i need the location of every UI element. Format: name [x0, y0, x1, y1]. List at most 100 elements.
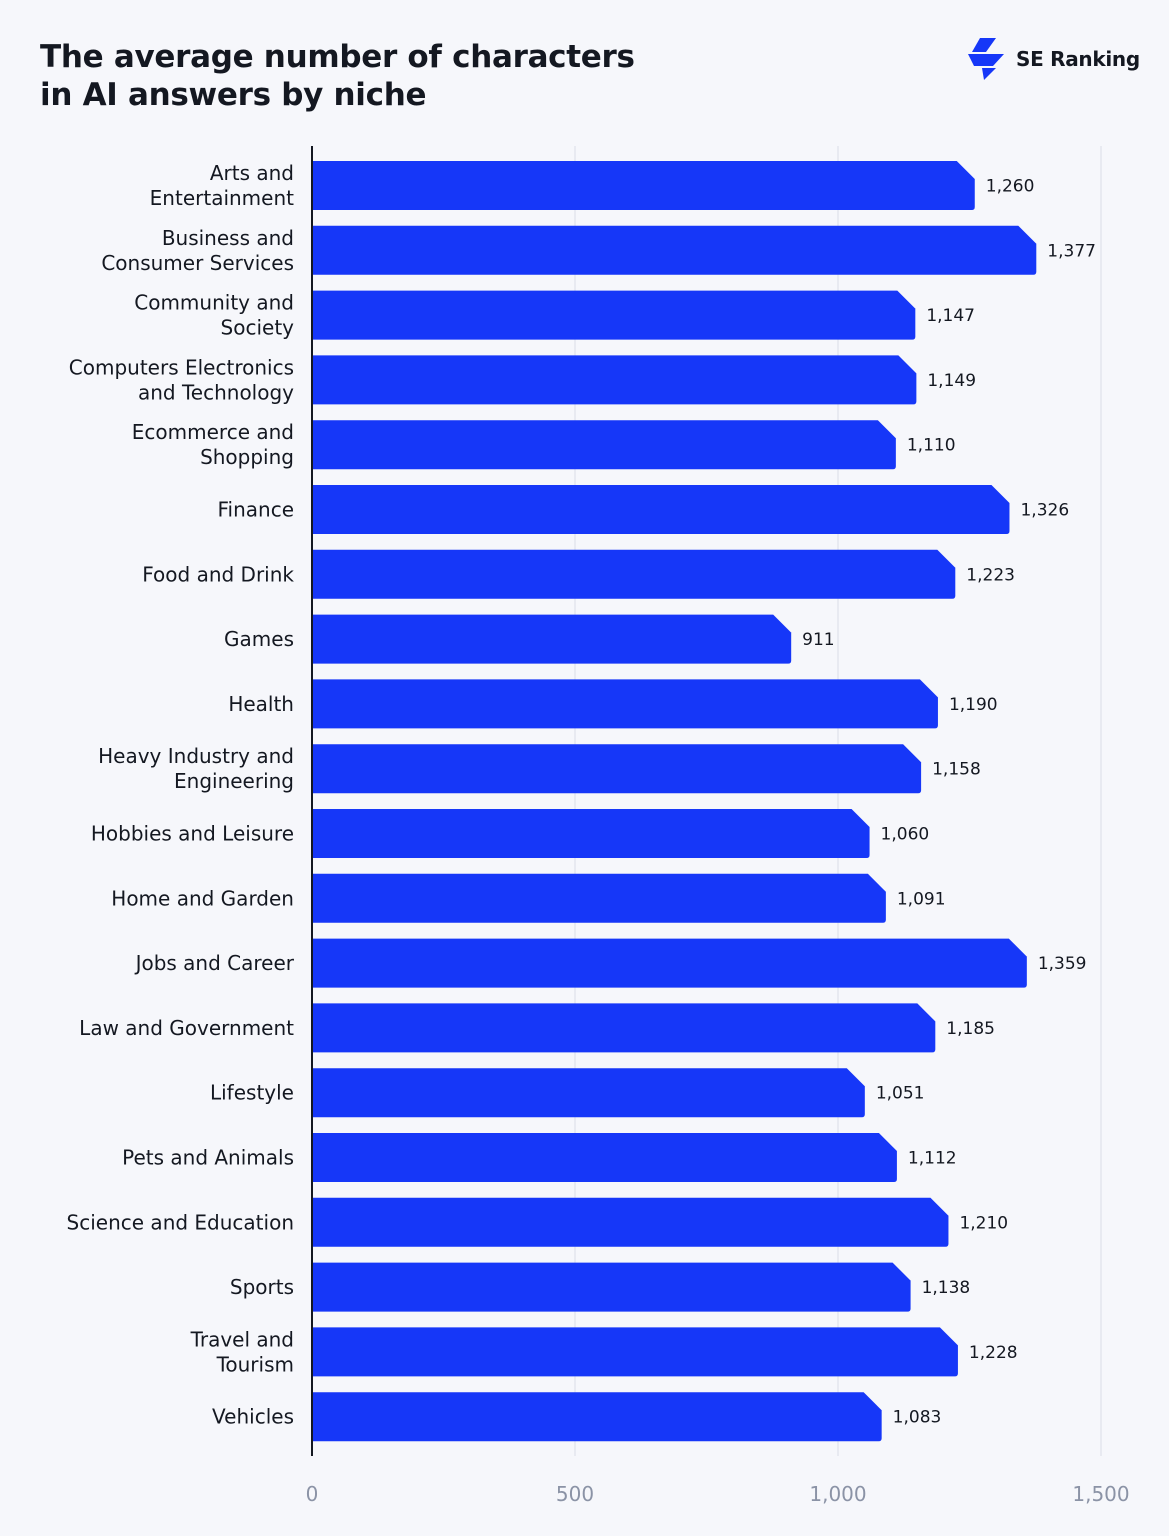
category-label: Home and Garden	[111, 886, 294, 910]
bar	[312, 420, 896, 470]
category-label: Heavy Industry and Engineering	[98, 744, 294, 793]
category-label: Science and Education	[67, 1210, 294, 1234]
category-label: Community and Society	[134, 291, 294, 340]
category-label: Games	[224, 627, 294, 651]
x-axis-ticks: 0 500 1,000 1,500	[306, 1482, 1130, 1506]
data-label: 1,147	[926, 306, 975, 326]
bar	[312, 1392, 882, 1442]
category-label-line: Jobs and Career	[134, 951, 295, 975]
bar	[312, 1068, 865, 1118]
data-label: 1,377	[1047, 241, 1096, 261]
category-label-line: Law and Government	[79, 1016, 294, 1040]
data-label: 1,228	[969, 1343, 1018, 1363]
category-label-line: Society	[221, 316, 295, 340]
data-label: 1,149	[927, 371, 976, 391]
category-label: Travel and Tourism	[190, 1327, 294, 1376]
chart-title: The average number of characters in AI a…	[40, 38, 680, 114]
data-label: 1,326	[1020, 501, 1069, 521]
data-label: 1,190	[949, 695, 998, 715]
category-label-line: Sports	[230, 1275, 294, 1299]
bar	[312, 355, 917, 405]
x-tick-label: 1,500	[1072, 1482, 1129, 1506]
category-label-line: Tourism	[216, 1352, 294, 1376]
category-label: Food and Drink	[142, 562, 294, 586]
category-label-line: Vehicles	[212, 1405, 294, 1429]
data-label: 1,083	[893, 1408, 942, 1428]
category-label: Pets and Animals	[122, 1146, 294, 1170]
data-label: 1,223	[966, 565, 1015, 585]
category-label-line: Food and Drink	[142, 562, 294, 586]
bar	[312, 1327, 958, 1377]
category-label: Jobs and Career	[134, 951, 295, 975]
bar	[312, 549, 956, 599]
bar	[312, 1133, 897, 1182]
category-label: Arts and Entertainment	[150, 161, 294, 210]
x-tick-label: 1,000	[809, 1482, 866, 1506]
bar	[312, 873, 886, 923]
bar	[312, 485, 1010, 534]
category-label-line: Travel and	[190, 1327, 294, 1351]
category-label-line: and Technology	[138, 380, 294, 404]
data-label: 911	[802, 630, 834, 650]
chart-title-line-1: The average number of characters	[40, 39, 635, 75]
bar	[312, 1003, 936, 1053]
category-label-line: Home and Garden	[111, 886, 294, 910]
category-label: Vehicles	[212, 1405, 294, 1429]
x-tick-label: 500	[556, 1482, 594, 1506]
data-label: 1,158	[932, 760, 981, 780]
data-label: 1,051	[876, 1084, 925, 1104]
category-label-line: Finance	[217, 498, 294, 522]
bar	[312, 1262, 911, 1312]
category-label: Finance	[217, 498, 294, 522]
category-label-line: Pets and Animals	[122, 1146, 294, 1170]
category-label-line: Entertainment	[150, 186, 294, 210]
data-label: 1,185	[946, 1019, 995, 1039]
category-label-line: Lifestyle	[210, 1081, 294, 1105]
brand-logo: SE Ranking	[966, 38, 1140, 80]
bar	[312, 225, 1037, 275]
bar	[312, 679, 938, 729]
data-label: 1,359	[1038, 954, 1087, 974]
category-label-line: Games	[224, 627, 294, 651]
x-tick-label: 0	[306, 1482, 319, 1506]
category-label: Ecommerce and Shopping	[132, 420, 294, 469]
brand-name: SE Ranking	[1016, 47, 1140, 71]
category-label: Computers Electronics and Technology	[69, 355, 294, 404]
bar	[312, 744, 922, 794]
category-labels: Arts and Entertainment Business and Consume…	[67, 161, 295, 1429]
bar	[312, 809, 870, 858]
chart-title-line-2: in AI answers by niche	[40, 77, 427, 113]
category-label-line: Science and Education	[67, 1210, 294, 1234]
bar	[312, 614, 792, 664]
bar	[312, 938, 1027, 988]
bar	[312, 290, 916, 340]
category-label-line: Ecommerce and	[132, 420, 294, 444]
category-label-line: Business and	[162, 226, 294, 250]
bars	[312, 161, 1037, 1442]
value-labels: 1,260 1,377 1,147 1,149 1,110 1,326 1,223 911 1,…	[802, 177, 1096, 1428]
bar	[312, 1197, 949, 1247]
category-label: Hobbies and Leisure	[91, 822, 294, 846]
category-label: Health	[228, 692, 294, 716]
category-label-line: Health	[228, 692, 294, 716]
category-label: Law and Government	[79, 1016, 294, 1040]
category-label: Business and Consumer Services	[101, 226, 294, 275]
bar	[312, 161, 975, 210]
category-label: Sports	[230, 1275, 294, 1299]
data-label: 1,210	[959, 1213, 1008, 1233]
data-label: 1,138	[922, 1278, 971, 1298]
data-label: 1,260	[986, 177, 1035, 197]
data-label: 1,060	[881, 825, 930, 845]
data-label: 1,112	[908, 1149, 957, 1169]
category-label-line: Shopping	[200, 445, 294, 469]
category-label-line: Heavy Industry and	[98, 744, 294, 768]
category-label-line: Computers Electronics	[69, 355, 294, 379]
category-label-line: Hobbies and Leisure	[91, 822, 294, 846]
category-label-line: Consumer Services	[101, 251, 294, 275]
category-label: Lifestyle	[210, 1081, 294, 1105]
se-ranking-logo-icon	[968, 38, 1004, 80]
data-label: 1,110	[907, 436, 956, 456]
category-label-line: Arts and	[210, 161, 294, 185]
grid-lines	[574, 146, 1102, 1456]
